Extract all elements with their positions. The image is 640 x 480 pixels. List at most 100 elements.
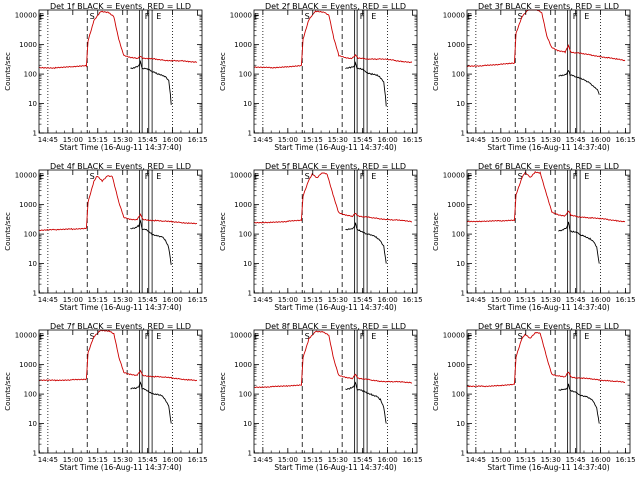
plot-frame [253, 9, 418, 134]
flag-letter: F [360, 332, 365, 341]
plot-frame [253, 169, 418, 294]
flag-letter: E [371, 172, 376, 181]
y-axis-label: Counts/sec [219, 372, 227, 411]
x-tick-label: 15:30 [328, 136, 348, 144]
plot-frame [253, 329, 418, 454]
x-tick-label: 14:45 [253, 456, 273, 464]
x-tick-label: 16:15 [615, 296, 635, 304]
y-tick-label: 1 [461, 450, 465, 458]
y-tick-label: 100 [24, 231, 37, 239]
events-series [345, 381, 387, 424]
lld-series [38, 329, 198, 382]
y-axis-label: Counts/sec [219, 52, 227, 91]
x-axis-label: Start Time (16-Aug-11 14:37:40) [487, 303, 609, 312]
x-tick-label: 15:15 [303, 136, 323, 144]
y-tick-label: 1000 [447, 41, 465, 49]
x-tick-label: 16:15 [402, 296, 422, 304]
y-tick-label: 1 [33, 290, 37, 298]
y-tick-label: 10 [28, 260, 37, 268]
x-axis-label: Start Time (16-Aug-11 14:37:40) [59, 463, 181, 472]
x-tick-label: 15:15 [88, 136, 108, 144]
x-axis-label: Start Time (16-Aug-11 14:37:40) [487, 463, 609, 472]
x-tick-label: 15:45 [566, 456, 586, 464]
x-tick-label: 15:00 [63, 456, 83, 464]
lld-series [466, 9, 626, 68]
x-tick-label: 15:45 [566, 296, 586, 304]
y-axis-label: Counts/sec [4, 52, 12, 91]
y-tick-label: 10000 [15, 172, 37, 180]
x-tick-label: 15:00 [491, 456, 511, 464]
flag-letter: F [573, 172, 578, 181]
x-tick-label: 14:45 [466, 296, 486, 304]
y-tick-label: 100 [452, 231, 465, 239]
x-tick-label: 14:45 [38, 456, 58, 464]
flag-letter: F [573, 332, 578, 341]
x-tick-label: 16:15 [187, 296, 207, 304]
plot-frame [466, 329, 631, 454]
y-tick-label: 10000 [230, 12, 252, 20]
x-tick-label: 16:15 [615, 136, 635, 144]
plot-frame [38, 169, 203, 294]
y-tick-label: 1 [33, 450, 37, 458]
x-tick-label: 15:15 [516, 296, 536, 304]
x-tick-label: 15:30 [113, 456, 133, 464]
panel-title: Det 1f BLACK = Events, RED = LLD [50, 2, 191, 11]
y-tick-label: 10000 [443, 332, 465, 340]
x-tick-label: 16:00 [163, 296, 183, 304]
flag-letter: F [145, 332, 150, 341]
y-tick-label: 10000 [230, 172, 252, 180]
x-tick-label: 15:00 [63, 136, 83, 144]
x-tick-label: 14:45 [466, 136, 486, 144]
x-tick-label: 15:45 [353, 456, 373, 464]
panel-title: Det 3f BLACK = Events, RED = LLD [478, 2, 619, 11]
x-tick-label: 14:45 [466, 456, 486, 464]
flag-letter: F [360, 172, 365, 181]
flag-letter: E [371, 12, 376, 21]
y-tick-label: 10 [456, 420, 465, 428]
events-series [130, 381, 172, 424]
x-tick-label: 15:30 [541, 456, 561, 464]
x-tick-label: 15:30 [328, 456, 348, 464]
y-tick-label: 1000 [234, 41, 252, 49]
y-axis-label: Counts/sec [4, 212, 12, 251]
x-tick-label: 16:00 [591, 136, 611, 144]
x-tick-label: 15:00 [63, 296, 83, 304]
lld-series [253, 172, 413, 224]
x-tick-label: 16:15 [615, 456, 635, 464]
x-tick-label: 16:00 [378, 456, 398, 464]
flag-letter: F [145, 172, 150, 181]
flag-letter: S [90, 12, 95, 21]
flag-letter: F [573, 12, 578, 21]
x-tick-label: 16:00 [591, 296, 611, 304]
lld-series [38, 10, 198, 70]
x-tick-label: 16:00 [591, 456, 611, 464]
y-tick-label: 1000 [447, 361, 465, 369]
events-series [130, 219, 172, 265]
y-tick-label: 1000 [19, 201, 37, 209]
panel-title: Det 6f BLACK = Events, RED = LLD [478, 162, 619, 171]
y-tick-label: 100 [452, 391, 465, 399]
y-tick-label: 10000 [443, 12, 465, 20]
y-tick-label: 10 [243, 260, 252, 268]
events-series [345, 222, 387, 264]
x-tick-label: 16:15 [187, 456, 207, 464]
y-tick-label: 100 [24, 71, 37, 79]
x-tick-label: 14:45 [38, 136, 58, 144]
plot-frame [38, 9, 203, 134]
x-tick-label: 14:45 [38, 296, 58, 304]
x-tick-label: 15:00 [491, 136, 511, 144]
x-axis-label: Start Time (16-Aug-11 14:37:40) [59, 303, 181, 312]
y-tick-label: 10 [28, 100, 37, 108]
x-axis-label: Start Time (16-Aug-11 14:37:40) [274, 143, 396, 152]
events-series [130, 59, 172, 105]
x-tick-label: 15:15 [88, 296, 108, 304]
x-tick-label: 15:30 [113, 136, 133, 144]
x-axis-label: Start Time (16-Aug-11 14:37:40) [487, 143, 609, 152]
flag-letter: S [90, 172, 95, 181]
